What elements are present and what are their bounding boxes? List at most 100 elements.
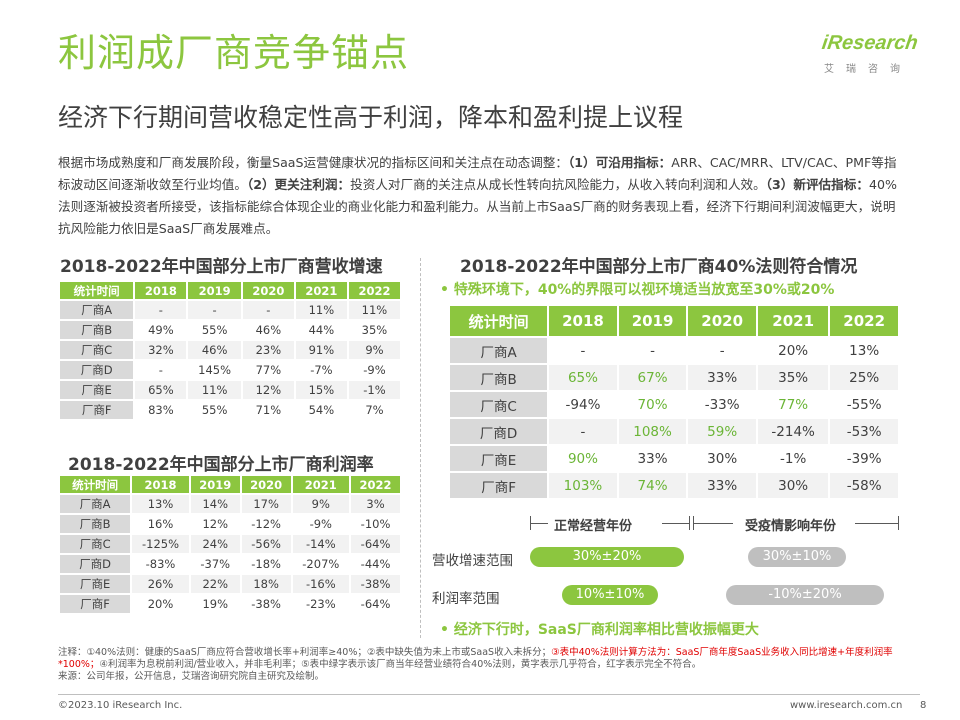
table-cell: -83%	[132, 555, 189, 573]
table-cell: 7%	[348, 401, 400, 419]
table-cell: 17%	[241, 495, 291, 513]
row-label-cell: 厂商C	[60, 535, 131, 553]
table-header-row: 统计时间 2018 2019 2020 2021 2022	[60, 476, 400, 493]
table-cell: -	[135, 301, 187, 319]
table-cell: 91%	[295, 341, 347, 359]
table-cell: -9%	[348, 361, 400, 379]
table-cell: 22%	[190, 575, 240, 593]
table-cell: 25%	[830, 365, 898, 390]
table-cell: -207%	[292, 555, 350, 573]
table-cell: 108%	[618, 419, 687, 444]
table-cell: 77%	[757, 392, 829, 417]
footnote: 注释：①40%法则：健康的SaaS厂商应符合营收增长率+利润率≥40%；②表中缺…	[58, 647, 918, 683]
header-cell-label: 统计时间	[60, 282, 134, 299]
row-label-cell: 厂商F	[60, 595, 131, 613]
table-cell: -7%	[295, 361, 347, 379]
table-row: 厂商D -145% 77% -7% -9%	[60, 361, 400, 379]
profit-epidemic-pill: -10%±20%	[726, 585, 884, 605]
header-cell-year: 2020	[241, 476, 291, 493]
table-cell: 33%	[618, 446, 687, 471]
table-cell: -58%	[830, 473, 898, 498]
table-cell: -10%	[351, 515, 400, 533]
page-number: 8	[920, 700, 927, 711]
row-label-cell: 厂商A	[60, 301, 134, 319]
profit-table-title: 2018-2022年中国部分上市厂商利润率	[68, 455, 374, 475]
table-cell: 11%	[295, 301, 347, 319]
table-cell: 14%	[190, 495, 240, 513]
header-cell-year: 2019	[190, 476, 240, 493]
table-cell: 65%	[135, 381, 187, 399]
table-cell: 54%	[295, 401, 347, 419]
table-row: 厂商C -125% 24% -56% -14% -64%	[60, 535, 400, 553]
logo-wordmark: iResearch	[820, 32, 920, 54]
table-cell: 83%	[135, 401, 187, 419]
table-row: 厂商F 83% 55% 71% 54% 7%	[60, 401, 400, 419]
intro-bold-2: （2）更关注利润：	[246, 177, 351, 192]
table-cell: -37%	[190, 555, 240, 573]
table-cell: 16%	[132, 515, 189, 533]
revenue-table-title: 2018-2022年中国部分上市厂商营收增速	[60, 257, 383, 277]
footer-copyright: ©2023.10 iResearch Inc.	[58, 700, 183, 711]
table-cell: -	[549, 419, 617, 444]
profit-normal-pill: 10%±10%	[562, 585, 658, 605]
footer-divider	[58, 694, 920, 695]
table-row: 厂商B 65% 67% 33% 35% 25%	[450, 365, 898, 390]
table-header-row: 统计时间 2018 2019 2020 2021 2022	[60, 282, 400, 299]
table-cell: 11%	[188, 381, 241, 399]
table-row: 厂商A 13% 14% 17% 9% 3%	[60, 495, 400, 513]
table-row: 厂商F 103% 74% 33% 30% -58%	[450, 473, 898, 498]
row-label-cell: 厂商E	[450, 446, 548, 471]
table-cell: -16%	[292, 575, 350, 593]
table-cell: -64%	[351, 535, 400, 553]
row-label-cell: 厂商F	[450, 473, 548, 498]
table-cell: 77%	[242, 361, 294, 379]
table-header-row: 统计时间 2018 2019 2020 2021 2022	[450, 306, 898, 336]
header-cell-year: 2022	[830, 306, 898, 336]
table-row: 厂商E 26% 22% 18% -16% -38%	[60, 575, 400, 593]
table-cell: -9%	[292, 515, 350, 533]
table-row: 厂商A - - -20% 13%	[450, 338, 898, 363]
table-cell: -	[688, 338, 756, 363]
table-cell: -	[549, 338, 617, 363]
profit-margin-table: 统计时间 2018 2019 2020 2021 2022 厂商A 13% 14% 17% 9% 3%…	[58, 474, 402, 615]
table-cell: -	[135, 361, 187, 379]
table-cell: 9%	[292, 495, 350, 513]
table-cell: -14%	[292, 535, 350, 553]
table-cell: 20%	[757, 338, 829, 363]
table-cell: -94%	[549, 392, 617, 417]
table-cell: -53%	[830, 419, 898, 444]
header-cell-year: 2020	[242, 282, 294, 299]
table-cell: -44%	[351, 555, 400, 573]
table-cell: 59%	[688, 419, 756, 444]
intro-text-1: 根据市场成熟度和厂商发展阶段，衡量SaaS运营健康状况的指标区间和关注点在动态调…	[58, 155, 568, 170]
revenue-normal-pill: 30%±20%	[530, 547, 684, 567]
table-cell: 49%	[135, 321, 187, 339]
note-1: 注释：①40%法则：健康的SaaS厂商应符合营收增长率+利润率≥40%；②表中缺…	[58, 647, 552, 658]
intro-text-2: ARR、CAC/MRR、LTV/CAC、PMF等指标波动区间逐渐收敛至行业均值。	[58, 155, 897, 192]
ranges-bullet-text: 经济下行时，SaaS厂商利润率相比营收振幅更大	[453, 622, 759, 638]
normal-years-bracket: 正常经营年份	[530, 513, 690, 534]
table-cell: 15%	[295, 381, 347, 399]
page-subtitle: 经济下行期间营收稳定性高于利润，降本和盈利提上议程	[58, 103, 684, 132]
header-cell-year: 2021	[295, 282, 347, 299]
table-cell: 30%	[757, 473, 829, 498]
table-cell: -38%	[351, 575, 400, 593]
table-cell: 67%	[618, 365, 687, 390]
row-label-cell: 厂商A	[450, 338, 548, 363]
table-row: 厂商B 49% 55% 46% 44% 35%	[60, 321, 400, 339]
table-row: 厂商D -83% -37% -18% -207% -44%	[60, 555, 400, 573]
table-cell: 33%	[688, 365, 756, 390]
row-label-cell: 厂商C	[60, 341, 134, 359]
rule40-table: 统计时间 2018 2019 2020 2021 2022 厂商A - - -20% 13% 厂商B 6…	[448, 304, 900, 500]
row-label-cell: 厂商B	[60, 515, 131, 533]
table-row: 厂商F 20% 19% -38% -23% -64%	[60, 595, 400, 613]
header-cell-year: 2019	[618, 306, 687, 336]
rule40-bullet-text: 特殊环境下，40%的界限可以视环境适当放宽至30%或20%	[453, 282, 835, 298]
table-cell: 145%	[188, 361, 241, 379]
table-cell: 35%	[348, 321, 400, 339]
logo-tagline: 艾瑞咨询	[824, 64, 912, 75]
table-cell: 46%	[188, 341, 241, 359]
table-cell: -55%	[830, 392, 898, 417]
table-cell: -38%	[241, 595, 291, 613]
footer-url[interactable]: www.iresearch.com.cn	[790, 700, 903, 711]
